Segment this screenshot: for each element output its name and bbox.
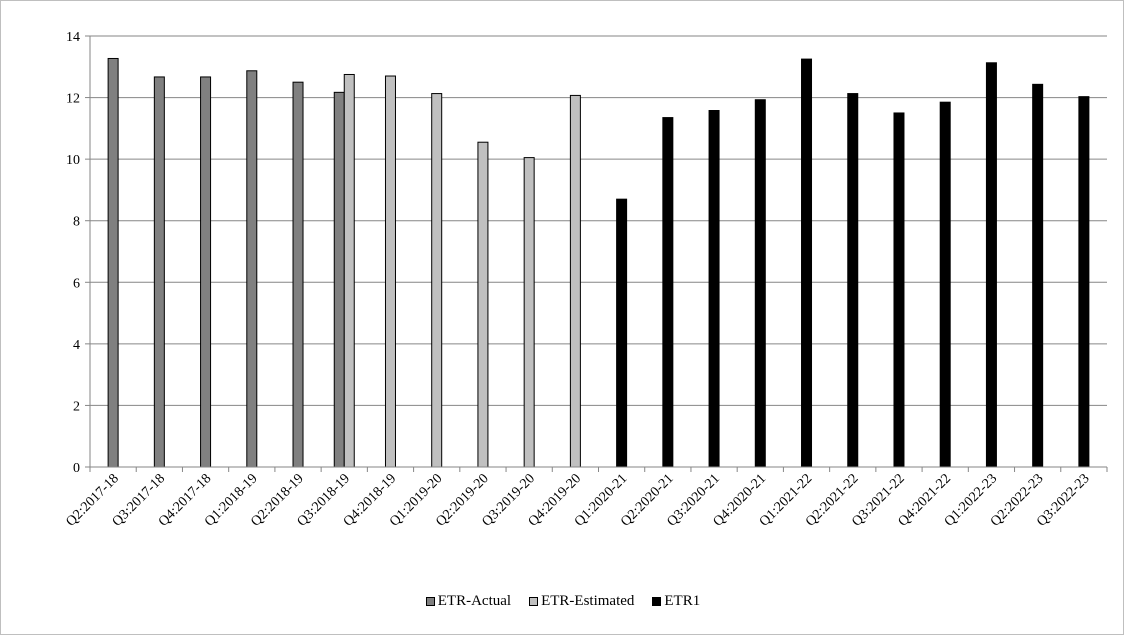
legend-swatch-etr-actual bbox=[425, 597, 435, 606]
axes bbox=[85, 35, 1108, 472]
bar-etr-estimated-8 bbox=[477, 141, 489, 468]
legend-label-etr1: ETR1 bbox=[664, 593, 701, 609]
legend: ETR-Actual ETR-Estimated ETR1 bbox=[1, 593, 1124, 610]
bar-etr-estimated-6 bbox=[384, 75, 396, 468]
bar-etr-actual-3 bbox=[246, 70, 258, 468]
bar-etr1-16 bbox=[847, 93, 859, 468]
bar-etr1-21 bbox=[1078, 96, 1090, 468]
bar-etr-actual-1 bbox=[153, 76, 165, 468]
legend-item-etr-actual: ETR-Actual bbox=[425, 593, 512, 610]
y-tick-label-8: 8 bbox=[73, 215, 80, 230]
bar-etr1-11 bbox=[616, 198, 628, 468]
y-tick-label-12: 12 bbox=[66, 92, 80, 107]
y-tick-label-14: 14 bbox=[66, 30, 80, 45]
bar-etr-estimated-10 bbox=[569, 94, 581, 468]
bar-etr-estimated-9 bbox=[523, 157, 535, 468]
legend-item-etr1: ETR1 bbox=[652, 593, 700, 610]
legend-swatch-etr-estimated bbox=[529, 597, 539, 606]
bar-etr1-12 bbox=[662, 117, 674, 468]
legend-swatch-etr1 bbox=[652, 597, 662, 606]
bar-etr1-15 bbox=[801, 58, 813, 468]
legend-label-etr-estimated: ETR-Estimated bbox=[541, 593, 635, 609]
bar-etr-estimated-7 bbox=[431, 93, 443, 468]
gridlines bbox=[90, 35, 1107, 468]
bar-etr-actual-5 bbox=[333, 91, 345, 468]
bar-etr-actual-4 bbox=[292, 81, 304, 468]
bar-etr1-14 bbox=[754, 99, 766, 468]
bar-etr-actual-0 bbox=[107, 57, 119, 468]
bar-etr1-18 bbox=[939, 101, 951, 468]
bar-etr1-17 bbox=[893, 112, 905, 468]
bar-etr1-20 bbox=[1032, 83, 1044, 468]
y-tick-label-0: 0 bbox=[73, 461, 80, 476]
bar-etr-estimated-5 bbox=[343, 73, 355, 468]
bar-etr1-13 bbox=[708, 110, 720, 468]
legend-item-etr-estimated: ETR-Estimated bbox=[529, 593, 634, 610]
y-tick-label-4: 4 bbox=[73, 338, 80, 353]
y-tick-label-6: 6 bbox=[73, 276, 80, 291]
bar-etr-actual-2 bbox=[200, 76, 212, 468]
y-tick-label-10: 10 bbox=[66, 153, 80, 168]
y-tick-label-2: 2 bbox=[73, 399, 80, 414]
bar-etr1-19 bbox=[985, 62, 997, 468]
legend-label-etr-actual: ETR-Actual bbox=[437, 593, 512, 609]
